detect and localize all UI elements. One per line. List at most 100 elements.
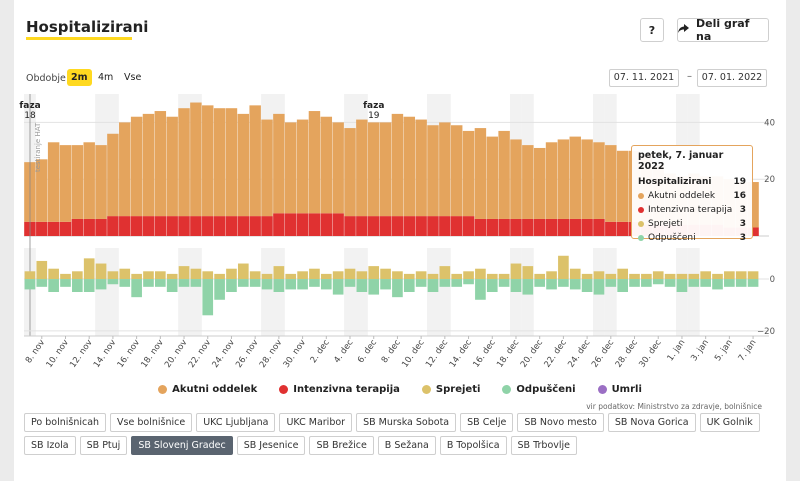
bar-acute — [344, 128, 356, 217]
bar-discharged — [226, 279, 237, 292]
bar-admitted — [320, 273, 332, 280]
legend-item-deceased[interactable]: Umrli — [597, 384, 642, 395]
bar-admitted — [652, 271, 664, 280]
bar-discharged — [676, 279, 688, 292]
x-tick-label: 26. nov — [234, 338, 260, 370]
bar-admitted — [131, 273, 142, 280]
bar-discharged — [119, 279, 131, 287]
period-4m[interactable]: 4m — [98, 72, 114, 83]
bar-acute — [474, 128, 487, 219]
bar-acute — [403, 116, 416, 217]
bar-icu — [249, 216, 261, 236]
filter-button[interactable]: SB Nova Gorica — [607, 413, 696, 432]
bar-acute — [213, 108, 226, 217]
bar-admitted — [83, 258, 95, 280]
bar-icu — [545, 218, 558, 236]
legend-label: Intenzivna terapija — [293, 384, 400, 395]
filter-button[interactable]: B Topolšica — [439, 436, 507, 455]
legend-item-acute[interactable]: Akutni oddelek — [158, 384, 257, 395]
chart-card: Hospitalizirani ? Deli graf na Obdobje 2… — [14, 0, 786, 481]
tooltip-row-total: Hospitalizirani 19 — [638, 175, 746, 189]
legend-item-icu[interactable]: Intenzivna terapija — [279, 384, 400, 395]
x-tick-label: 30. nov — [282, 338, 308, 370]
filter-button[interactable]: SB Novo mesto — [517, 413, 604, 432]
bar-acute — [59, 145, 72, 222]
bar-admitted — [427, 273, 439, 280]
filter-button[interactable]: SB Ptuj — [79, 436, 128, 455]
bar-acute — [569, 136, 581, 219]
bar-icu — [36, 221, 48, 236]
filter-button[interactable]: SB Slovenj Gradec — [131, 436, 233, 455]
bar-icu — [593, 218, 605, 236]
x-tick-label: 7. jan — [737, 338, 759, 363]
bar-icu — [166, 216, 178, 236]
x-tick-label: 24. nov — [210, 338, 236, 370]
bar-discharged — [190, 279, 202, 287]
bar-icu — [332, 213, 344, 236]
legend-item-admitted[interactable]: Sprejeti — [421, 384, 480, 395]
annotation-vertical: testiranje HAT — [34, 122, 42, 172]
filter-button[interactable]: SB Celje — [460, 413, 514, 432]
x-tick-label: 8. nov — [24, 338, 47, 365]
filter-button[interactable]: B Sežana — [377, 436, 436, 455]
y-tick-label: 40 — [764, 118, 775, 128]
bar-admitted — [143, 271, 154, 280]
bar-icu — [71, 218, 84, 236]
bar-admitted — [522, 266, 534, 280]
legend-dot-icon — [421, 385, 431, 394]
tooltip-value: 3 — [739, 233, 746, 243]
filter-button[interactable]: SB Izola — [24, 436, 76, 455]
period-all[interactable]: Vse — [124, 72, 142, 83]
bar-icu — [522, 218, 534, 236]
bar-icu — [130, 216, 143, 236]
filter-button[interactable]: SB Murska Sobota — [356, 413, 457, 432]
bar-discharged — [475, 279, 486, 300]
x-tick-label: 20. nov — [163, 338, 189, 370]
filter-button[interactable]: UKC Maribor — [279, 413, 353, 432]
filter-button[interactable]: Po bolnišnicah — [24, 413, 107, 432]
bar-discharged — [463, 279, 474, 285]
bar-acute — [190, 102, 202, 217]
bar-discharged — [48, 279, 59, 292]
bar-discharged — [143, 279, 154, 287]
bar-acute — [581, 139, 593, 219]
bar-admitted — [273, 266, 285, 280]
bar-discharged — [427, 279, 439, 292]
bar-discharged — [155, 279, 166, 287]
bar-admitted — [676, 273, 688, 280]
filter-button[interactable]: UK Golnik — [699, 413, 760, 432]
filter-button[interactable]: SB Trbovlje — [510, 436, 577, 455]
bar-icu — [59, 221, 72, 236]
tooltip-row-admitted: Sprejeti 3 — [638, 217, 746, 231]
bar-discharged — [498, 279, 510, 287]
bar-discharged — [320, 279, 332, 290]
help-button[interactable]: ? — [640, 18, 664, 42]
weekend-band — [687, 248, 700, 336]
bar-admitted — [95, 263, 107, 280]
filter-button[interactable]: SB Brežice — [309, 436, 374, 455]
share-button[interactable]: Deli graf na — [677, 17, 769, 43]
bar-acute — [237, 113, 250, 217]
filter-button[interactable]: Vse bolnišnice — [110, 413, 193, 432]
bar-discharged — [593, 279, 605, 295]
bar-discharged — [558, 279, 569, 287]
period-2m[interactable]: 2m — [67, 69, 92, 86]
legend-item-discharged[interactable]: Odpuščeni — [502, 384, 576, 395]
tooltip-value: 3 — [739, 219, 746, 229]
y-tick-label: 20 — [764, 175, 775, 185]
bar-admitted — [309, 268, 320, 280]
date-to-field[interactable]: 07. 01. 2022 — [697, 69, 767, 87]
bar-admitted — [688, 273, 700, 280]
bar-discharged — [629, 279, 640, 287]
bar-admitted — [155, 271, 166, 280]
x-tick-label: 28. dec — [614, 338, 640, 370]
date-from-field[interactable]: 07. 11. 2021 — [609, 69, 679, 87]
bar-icu — [616, 221, 629, 236]
phase-label: faza — [363, 101, 384, 111]
bar-discharged — [356, 279, 368, 292]
filter-button[interactable]: SB Jesenice — [236, 436, 306, 455]
tooltip-row-icu: Intenzivna terapija 3 — [638, 203, 746, 217]
filter-button[interactable]: UKC Ljubljana — [196, 413, 276, 432]
tooltip-label: Sprejeti — [648, 219, 683, 229]
bar-admitted — [581, 273, 593, 280]
